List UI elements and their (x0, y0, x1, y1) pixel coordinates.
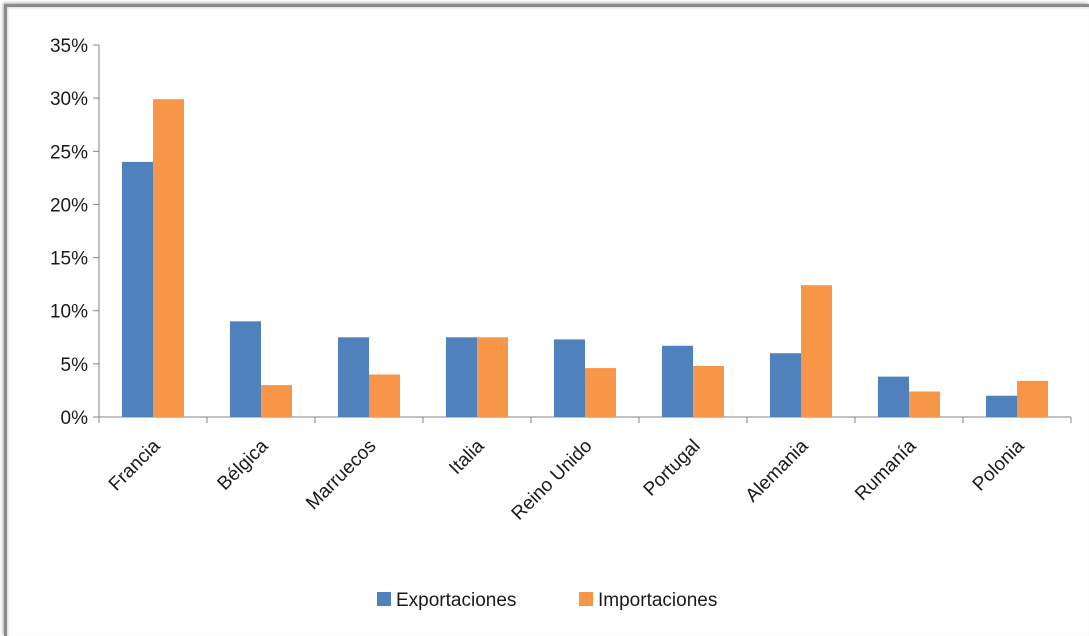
category-label: Alemania (742, 435, 813, 506)
bar-importaciones-francia (153, 99, 184, 417)
legend-swatch-exportaciones (377, 592, 391, 606)
bar-importaciones-italia (477, 337, 508, 417)
bar-importaciones-b-lgica (261, 385, 292, 417)
category-label: Francia (105, 435, 165, 495)
category-label: Rumanía (851, 435, 921, 505)
bar-importaciones-marruecos (369, 374, 400, 417)
category-label: Portugal (640, 436, 705, 501)
category-label: Reino Unido (508, 436, 597, 525)
y-tick-label: 20% (50, 195, 88, 216)
category-label: Bélgica (214, 435, 273, 494)
bar-exportaciones-polonia (986, 395, 1017, 417)
y-tick-label: 5% (61, 355, 89, 376)
bar-exportaciones-marruecos (338, 337, 369, 417)
y-tick-label: 0% (61, 408, 89, 429)
category-label: Italia (445, 435, 489, 479)
bar-exportaciones-ruman-a (878, 376, 909, 417)
legend-swatch-importaciones (579, 592, 593, 606)
legend-label-exportaciones: Exportaciones (396, 590, 516, 611)
legend-label-importaciones: Importaciones (598, 590, 717, 611)
category-label: Polonia (969, 435, 1029, 495)
chart-legend: Exportaciones Importaciones (377, 590, 717, 611)
bar-exportaciones-reino-unido (554, 339, 585, 417)
bar-exportaciones-b-lgica (230, 321, 261, 417)
y-tick-label: 30% (50, 89, 88, 110)
bar-exportaciones-francia (122, 161, 153, 417)
y-tick-label: 15% (50, 249, 88, 270)
bar-importaciones-polonia (1017, 380, 1048, 417)
category-labels: Francia Bélgica Marruecos Italia Reino Unido… (105, 435, 1029, 524)
y-tick-label: 25% (50, 142, 88, 163)
bar-importaciones-portugal (693, 365, 724, 417)
bar-importaciones-ruman-a (909, 391, 940, 417)
bar-exportaciones-italia (446, 337, 477, 417)
category-label: Marruecos (302, 436, 380, 514)
chart-frame (4, 4, 1089, 636)
y-tick-label: 35% (50, 36, 88, 57)
bar-importaciones-reino-unido (585, 368, 616, 417)
bar-exportaciones-portugal (662, 345, 693, 417)
y-tick-label: 10% (50, 302, 88, 323)
bar-exportaciones-alemania (770, 353, 801, 417)
chart-bars (122, 99, 1048, 417)
bar-importaciones-alemania (801, 285, 832, 417)
